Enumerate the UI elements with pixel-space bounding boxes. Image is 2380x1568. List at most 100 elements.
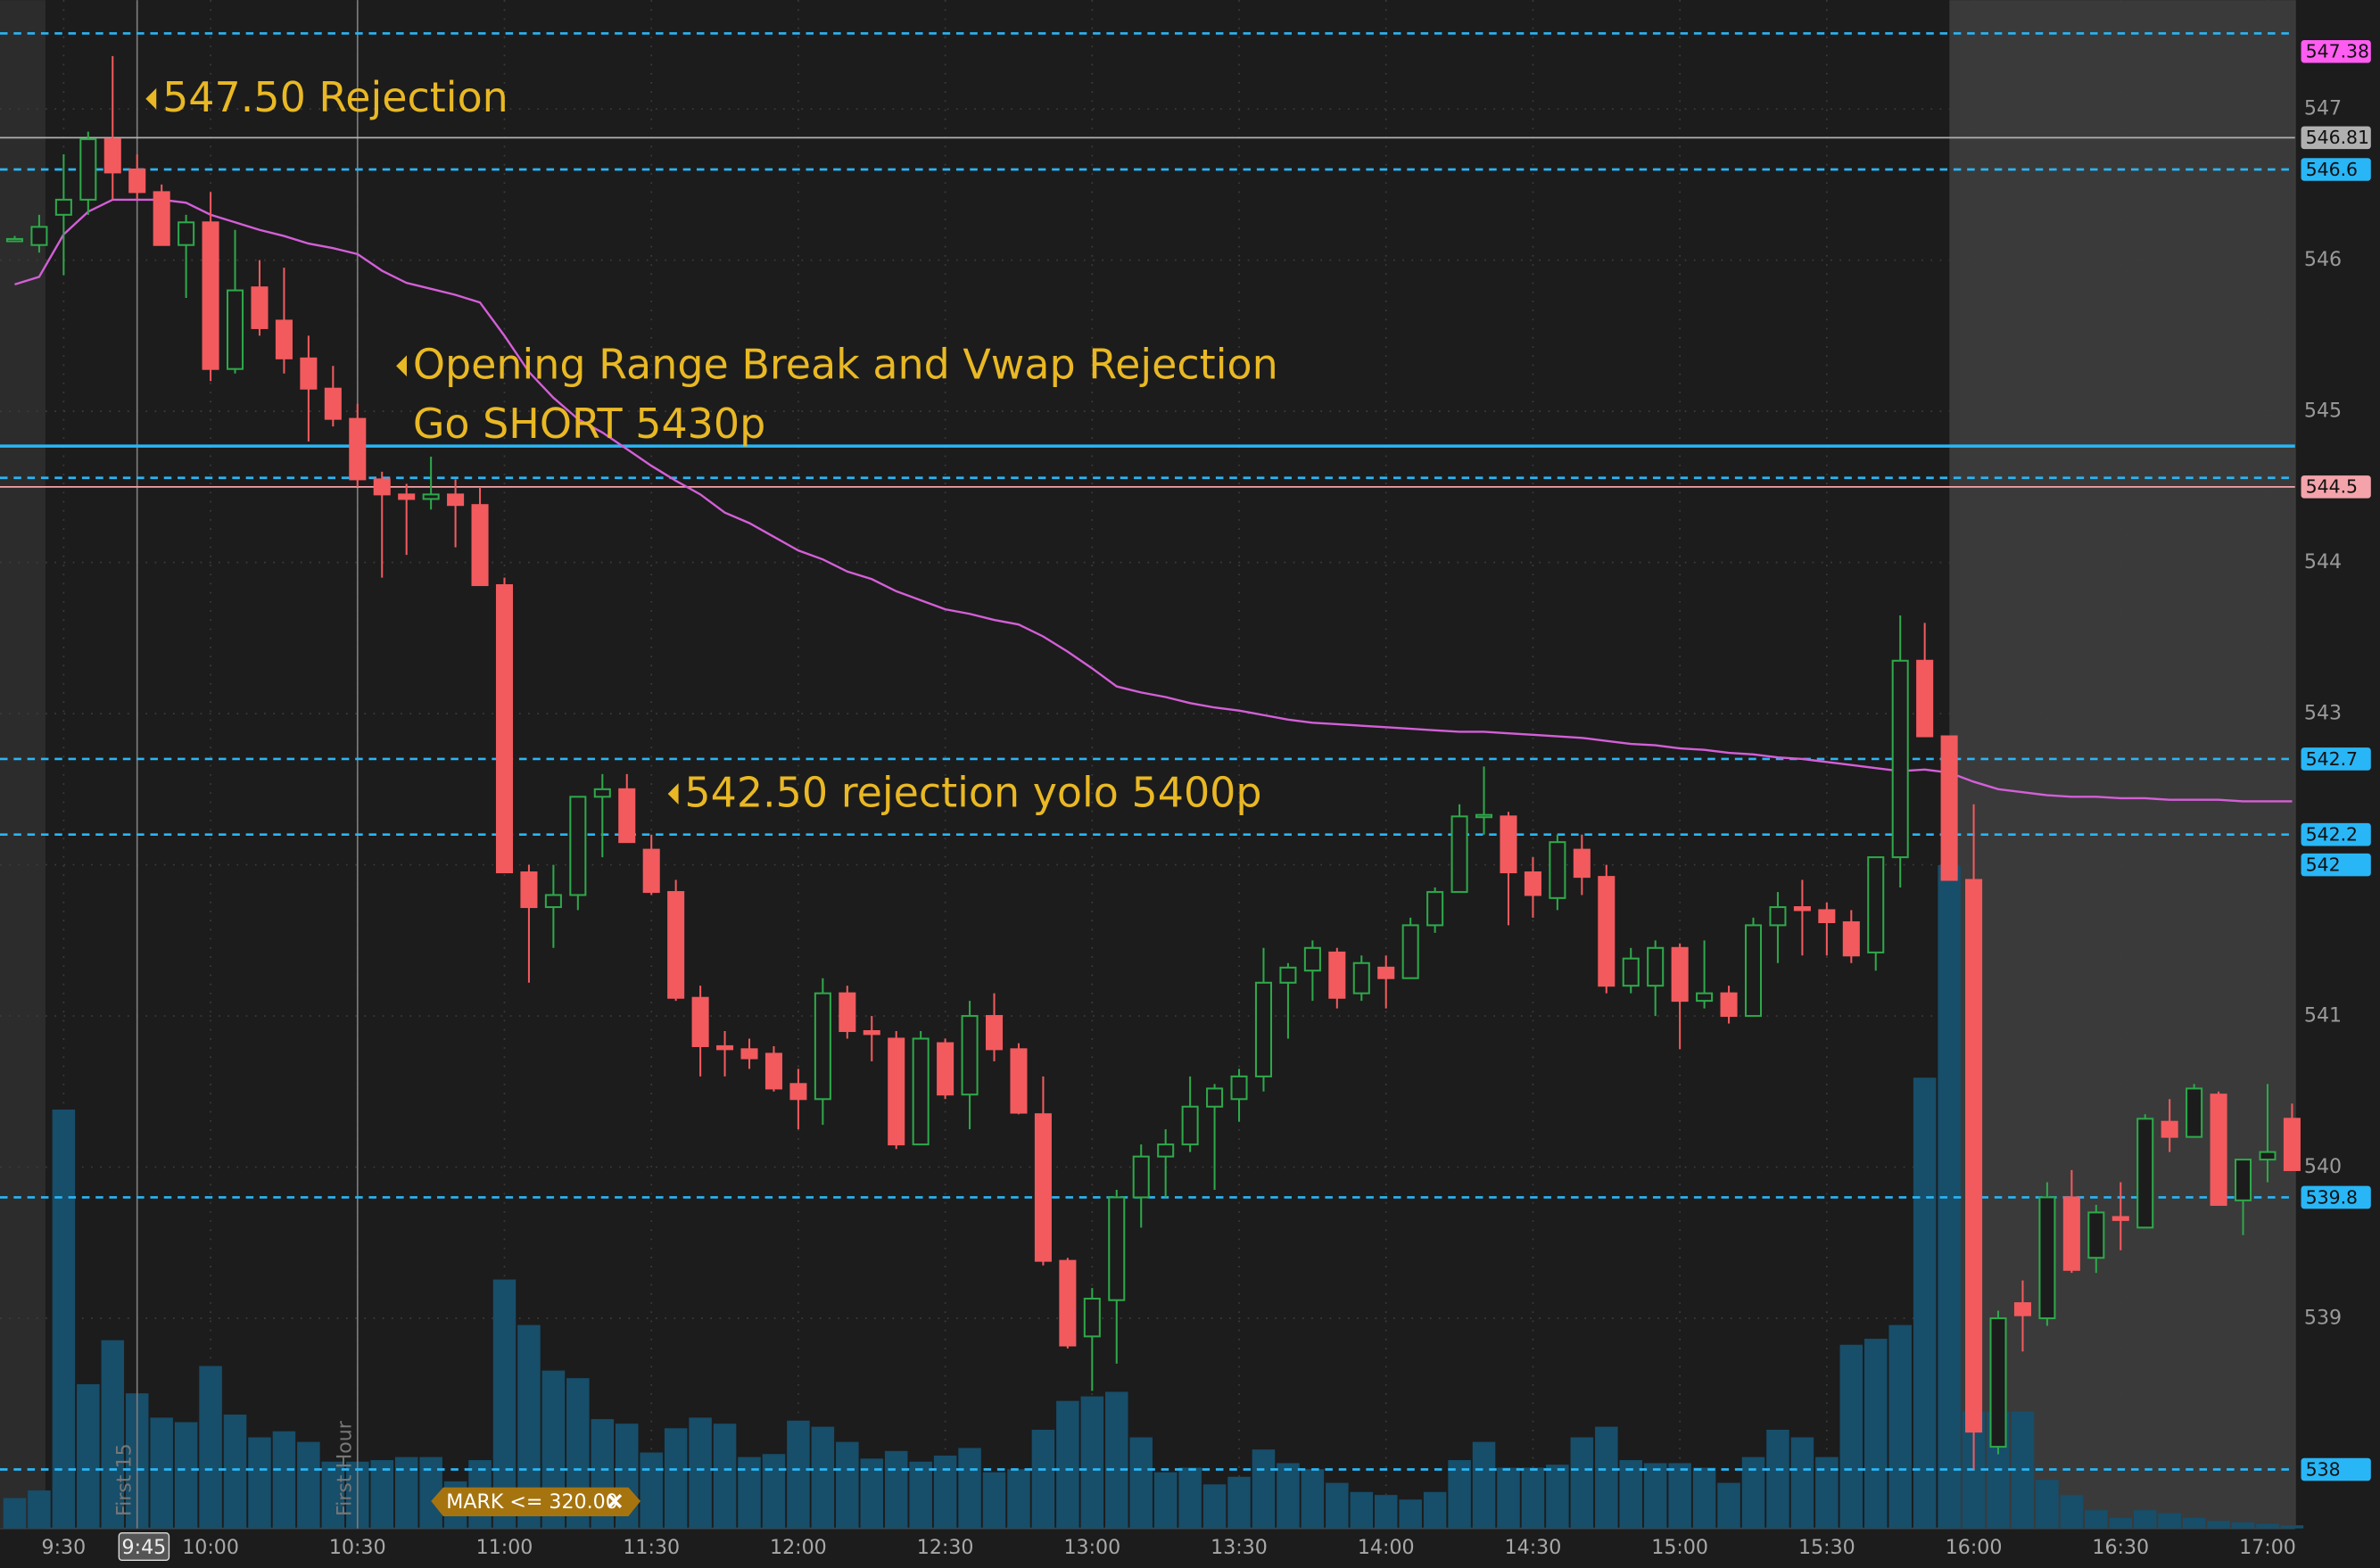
candle-body (691, 996, 709, 1047)
volume-bar (811, 1426, 835, 1529)
candle-body (1622, 957, 1640, 987)
y-tick-label: 540 (2304, 1155, 2342, 1178)
alert-tag (431, 1487, 641, 1516)
candle-body (447, 493, 465, 507)
volume-bar (77, 1383, 100, 1529)
volume-bar (762, 1454, 786, 1529)
x-tick-label: 17:00 (2239, 1536, 2296, 1559)
volume-bar (1521, 1467, 1545, 1529)
x-tick-label: 12:00 (770, 1536, 827, 1559)
candle-body (1989, 1317, 2007, 1448)
price-tag-label: 547.38 (2306, 41, 2369, 62)
volume-bar (1766, 1430, 1789, 1529)
volume-bar (1741, 1457, 1765, 1529)
candle-body (2186, 1087, 2203, 1138)
volume-bar (1007, 1469, 1030, 1529)
candle-body (1549, 841, 1566, 899)
price-tag (2301, 1457, 2371, 1481)
candle-body (2234, 1159, 2252, 1201)
candle-body (300, 357, 318, 390)
annotation-text: 542.50 rejection yolo 5400p (684, 768, 1261, 816)
candle-body (1696, 992, 1714, 1003)
candle-body (1867, 856, 1885, 953)
volume-bar (1472, 1441, 1496, 1529)
volume-bar (1497, 1467, 1520, 1529)
volume-bar (787, 1420, 810, 1529)
candle-body (1450, 815, 1468, 894)
volume-bar (689, 1417, 712, 1529)
candle-body (642, 848, 660, 894)
candle-body (1157, 1143, 1175, 1158)
candle-body (495, 584, 514, 874)
candle-body (1818, 909, 1836, 924)
candle-body (1891, 659, 1909, 859)
volume-bar (664, 1428, 688, 1529)
candle-body (1328, 951, 1346, 999)
candle-body (764, 1052, 782, 1090)
y-tick-label: 547 (2304, 97, 2342, 120)
annotation-text: Go SHORT 5430p (413, 400, 765, 448)
x-tick-label: 16:30 (2092, 1536, 2149, 1559)
price-tag (2301, 822, 2371, 846)
x-tick-label: 11:00 (476, 1536, 533, 1559)
candle-body (1744, 924, 1763, 1018)
volume-bar (1374, 1495, 1398, 1529)
volume-bar (1080, 1396, 1104, 1529)
volume-bar (713, 1424, 737, 1529)
candle-body (2283, 1118, 2301, 1171)
volume-bar (150, 1417, 173, 1529)
price-tag-label: 542 (2306, 854, 2341, 875)
volume-bar (1153, 1472, 1178, 1529)
cursor-time-label: 9:45 (122, 1536, 167, 1559)
candle-body (1475, 813, 1493, 819)
x-tick-label: 11:30 (623, 1536, 680, 1559)
candle-body (667, 891, 685, 999)
session-marker-label: First Hour (334, 1420, 357, 1516)
volume-bar (492, 1279, 516, 1529)
candle-body (275, 319, 293, 359)
volume-bar (836, 1441, 859, 1529)
candle-body (1230, 1075, 1248, 1101)
volume-bar (1864, 1338, 1888, 1529)
candle-body (1965, 879, 1983, 1433)
volume-bar (223, 1414, 247, 1529)
volume-bar (370, 1460, 393, 1529)
volume-bar (2256, 1523, 2279, 1529)
candle-body (1598, 876, 1616, 987)
price-tag-label: 546.81 (2306, 127, 2369, 148)
x-tick-label: 15:00 (1651, 1536, 1708, 1559)
volume-bar (1839, 1344, 1864, 1529)
volume-bar (272, 1431, 296, 1529)
volume-bar (1202, 1484, 1227, 1529)
x-tick-label: 12:30 (917, 1536, 974, 1559)
candle-body (2087, 1211, 2105, 1259)
volume-bar (2207, 1521, 2230, 1529)
volume-bar (1227, 1476, 1251, 1529)
candle-body (912, 1037, 930, 1146)
price-tag-label: 538 (2306, 1458, 2341, 1480)
price-tag (2301, 475, 2371, 499)
x-tick-label: 13:30 (1211, 1536, 1268, 1559)
volume-bar (1423, 1491, 1447, 1529)
price-tag (2301, 1185, 2371, 1209)
volume-bar (1619, 1460, 1643, 1529)
candle-body (863, 1029, 880, 1036)
candle-body (1034, 1113, 1052, 1262)
candle-body (569, 796, 587, 896)
x-tick-label: 13:00 (1063, 1536, 1120, 1559)
volume-bar (640, 1452, 663, 1529)
volume-bar (248, 1437, 271, 1529)
alert-label: MARK <= 320.00 (446, 1490, 618, 1514)
volume-bar (982, 1472, 1006, 1529)
price-tag-label: 539.8 (2306, 1186, 2358, 1208)
x-tick-label: 9:30 (42, 1536, 87, 1559)
candle-body (985, 1015, 1004, 1051)
candle-body (202, 221, 219, 370)
candle-body (1352, 961, 1370, 994)
candle-body (2161, 1120, 2178, 1138)
annotation-pointer (145, 87, 157, 110)
candle-body (324, 387, 342, 420)
volume-bar (909, 1461, 932, 1529)
candle-body (2210, 1093, 2227, 1206)
